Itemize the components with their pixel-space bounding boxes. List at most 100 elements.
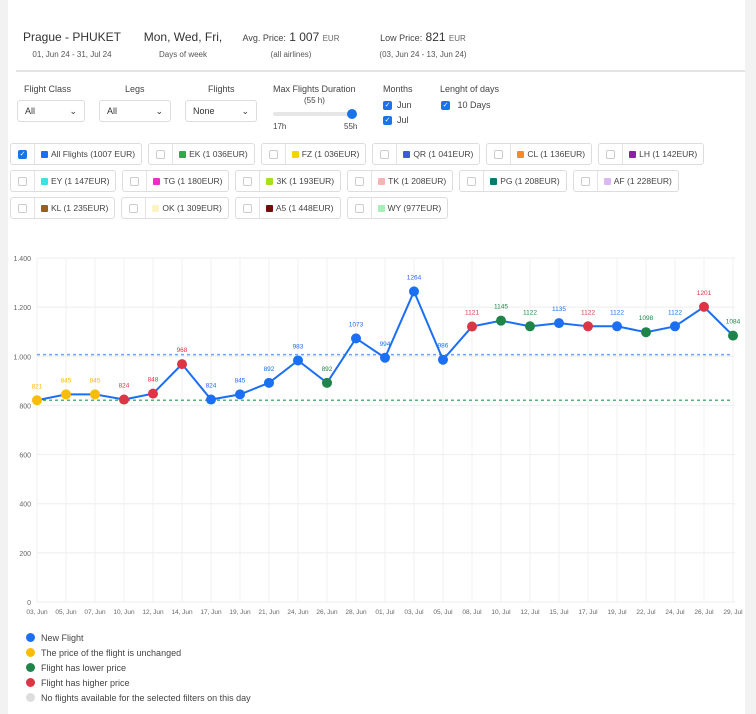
airline-chip[interactable]: EY (1 147EUR): [10, 170, 117, 192]
airline-checkbox[interactable]: [487, 144, 512, 164]
airline-checkbox[interactable]: [236, 198, 260, 218]
airline-label: OK (1 309EUR): [162, 203, 222, 213]
airline-chip[interactable]: LH (1 142EUR): [598, 143, 705, 165]
airline-chip[interactable]: CL (1 136EUR): [486, 143, 593, 165]
airline-chip[interactable]: TK (1 208EUR): [347, 170, 454, 192]
length-10-days-checkbox[interactable]: ✓ 10 Days: [441, 100, 491, 111]
month-jul-checkbox[interactable]: ✓ Jul: [383, 115, 409, 126]
airline-checkbox[interactable]: [236, 171, 261, 191]
data-label: 892: [322, 366, 333, 373]
data-point: [670, 321, 680, 332]
low-label: Low Price:: [380, 33, 423, 43]
y-tick-label: 400: [19, 502, 31, 509]
airline-chip[interactable]: ✓ All Flights (1007 EUR): [10, 143, 143, 165]
airline-checkbox[interactable]: [574, 171, 598, 191]
airline-chip[interactable]: TG (1 180EUR): [122, 170, 230, 192]
data-point: [32, 395, 42, 406]
airline-color-swatch: [153, 177, 161, 185]
legs-label: Legs: [125, 84, 145, 94]
checkbox-empty-icon: [243, 176, 253, 186]
data-point: [293, 355, 303, 366]
airline-chip[interactable]: WY (977EUR): [346, 197, 449, 219]
airline-checkbox[interactable]: [11, 198, 35, 218]
checkbox-empty-icon: [606, 149, 616, 159]
flights-select[interactable]: None ⌄: [185, 100, 257, 122]
airline-chip[interactable]: KL (1 235EUR): [10, 197, 116, 219]
airline-checkbox[interactable]: [348, 198, 372, 218]
checkbox-empty-icon: [354, 203, 364, 213]
data-label: 1264: [407, 274, 422, 281]
data-point: [496, 315, 506, 326]
data-label: 1073: [349, 321, 364, 328]
checkbox-empty-icon: [467, 176, 477, 186]
legend-dot-icon: [26, 693, 35, 702]
month-jun-checkbox[interactable]: ✓ Jun: [383, 100, 412, 111]
legend-item: Flight has lower price: [26, 660, 251, 675]
x-tick-label: 01, Jul: [375, 609, 395, 616]
low-note: (03, Jun 24 - 13, Jun 24): [379, 50, 467, 59]
airline-chip[interactable]: FZ (1 036EUR): [260, 143, 367, 165]
duration-slider[interactable]: [273, 109, 357, 119]
x-tick-label: 28, Jun: [345, 609, 367, 616]
data-label: 845: [235, 377, 246, 384]
y-tick-label: 1.400: [13, 256, 31, 263]
duration-current: (55 h): [304, 96, 325, 105]
airline-checkbox[interactable]: [373, 144, 398, 164]
slider-handle[interactable]: [347, 109, 357, 119]
x-tick-label: 19, Jun: [229, 609, 251, 616]
length-label: Lenght of days: [440, 84, 500, 94]
airline-color-swatch: [41, 177, 48, 185]
price-line-chart: 0 200 400 600 800 1.000 1.200 1.400 03, Jun 05, J…: [13, 256, 743, 616]
airline-checkbox[interactable]: [262, 144, 286, 164]
airline-chip[interactable]: PG (1 208EUR): [459, 170, 567, 192]
y-tick-label: 200: [19, 551, 31, 558]
airline-label: EY (1 147EUR): [51, 176, 110, 186]
airline-chip[interactable]: EK (1 036EUR): [148, 143, 255, 165]
data-point: [119, 394, 129, 405]
x-tick-label: 17, Jun: [200, 609, 222, 616]
flight-class-select[interactable]: All ⌄: [17, 100, 85, 122]
airline-checkbox[interactable]: [149, 144, 174, 164]
airline-label: All Flights (1007 EUR): [51, 149, 136, 159]
airline-checkbox[interactable]: [122, 198, 147, 218]
airline-chip[interactable]: OK (1 309EUR): [121, 197, 229, 219]
data-label: 1122: [610, 309, 624, 316]
airline-checkbox[interactable]: [11, 171, 35, 191]
legs-select[interactable]: All ⌄: [99, 100, 171, 122]
airline-chip[interactable]: AF (1 228EUR): [572, 170, 679, 192]
data-label: 892: [264, 366, 275, 373]
data-label: 1201: [697, 290, 712, 297]
days-label: Days of week: [158, 50, 208, 59]
airline-checkbox[interactable]: ✓: [11, 144, 35, 164]
data-label: 1122: [668, 309, 682, 316]
checkbox-empty-icon: [355, 176, 365, 186]
airline-label: A5 (1 448EUR): [275, 203, 334, 213]
airline-chip[interactable]: QR (1 041EUR): [372, 143, 481, 165]
airline-chip[interactable]: 3K (1 193EUR): [235, 170, 342, 192]
data-label: 845: [61, 377, 72, 384]
x-tick-label: 24, Jul: [665, 609, 685, 616]
airline-checkbox[interactable]: [599, 144, 624, 164]
x-tick-label: 10, Jun: [113, 609, 135, 616]
airline-checkbox[interactable]: [348, 171, 373, 191]
airline-color-swatch: [378, 177, 386, 185]
airline-color-swatch: [266, 177, 274, 185]
data-point: [438, 354, 448, 365]
checkbox-checked-icon: ✓: [383, 101, 392, 111]
data-label: 1122: [523, 309, 537, 316]
x-tick-label: 15, Jul: [549, 609, 569, 616]
y-tick-label: 600: [19, 453, 31, 460]
legend-item: Flight has higher price: [26, 675, 251, 690]
data-point: [235, 389, 245, 400]
data-point: [206, 394, 216, 405]
airline-label: 3K (1 193EUR): [276, 176, 335, 186]
airline-chip[interactable]: A5 (1 448EUR): [234, 197, 341, 219]
checkbox-empty-icon: [380, 149, 390, 159]
airline-color-swatch: [603, 177, 611, 185]
checkbox-empty-icon: [129, 203, 139, 213]
airline-checkbox[interactable]: [123, 171, 148, 191]
price-calendar-card: Prague - PHUKET 01, Jun 24 - 31, Jul 24 M…: [8, 0, 745, 714]
checkbox-empty-icon: [242, 203, 252, 213]
x-tick-label: 17, Jul: [578, 609, 598, 616]
airline-checkbox[interactable]: [460, 171, 485, 191]
